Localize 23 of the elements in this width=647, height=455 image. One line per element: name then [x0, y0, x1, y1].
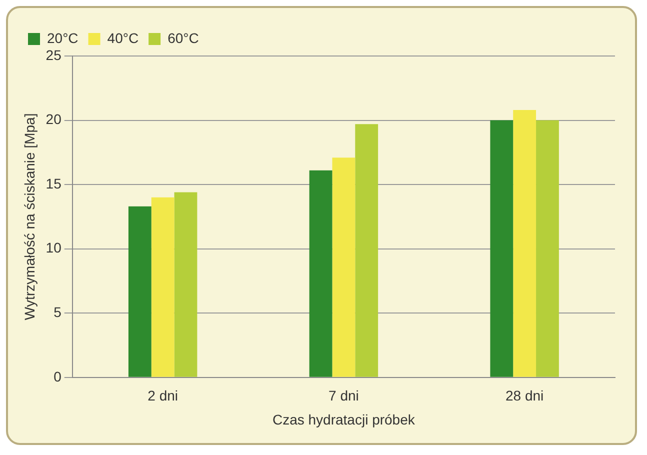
legend-label: 20°C: [47, 30, 78, 46]
legend-label: 60°C: [168, 30, 199, 46]
y-tick-label: 0: [54, 368, 62, 384]
bar: [309, 170, 332, 377]
x-tick-label: 2 dni: [148, 388, 178, 404]
bar: [490, 120, 514, 377]
bar: [332, 158, 356, 377]
bar: [151, 197, 174, 377]
y-tick-label: 25: [46, 46, 62, 63]
y-tick-label: 10: [46, 240, 62, 256]
bar: [513, 110, 536, 377]
y-tick-label: 15: [46, 175, 62, 192]
bar: [355, 124, 378, 377]
bar: [174, 192, 198, 377]
y-tick-label: 5: [54, 304, 62, 320]
bar: [128, 206, 152, 377]
y-axis-title: Wytrzymałość na ściskanie [Mpa]: [21, 113, 38, 320]
bar: [536, 120, 559, 377]
x-tick-label: 28 dni: [505, 388, 544, 404]
legend-label: 40°C: [107, 30, 139, 46]
x-axis-title: Czas hydratacji próbek: [272, 411, 416, 428]
x-tick-label: 7 dni: [328, 388, 359, 404]
y-tick-label: 20: [46, 111, 62, 128]
